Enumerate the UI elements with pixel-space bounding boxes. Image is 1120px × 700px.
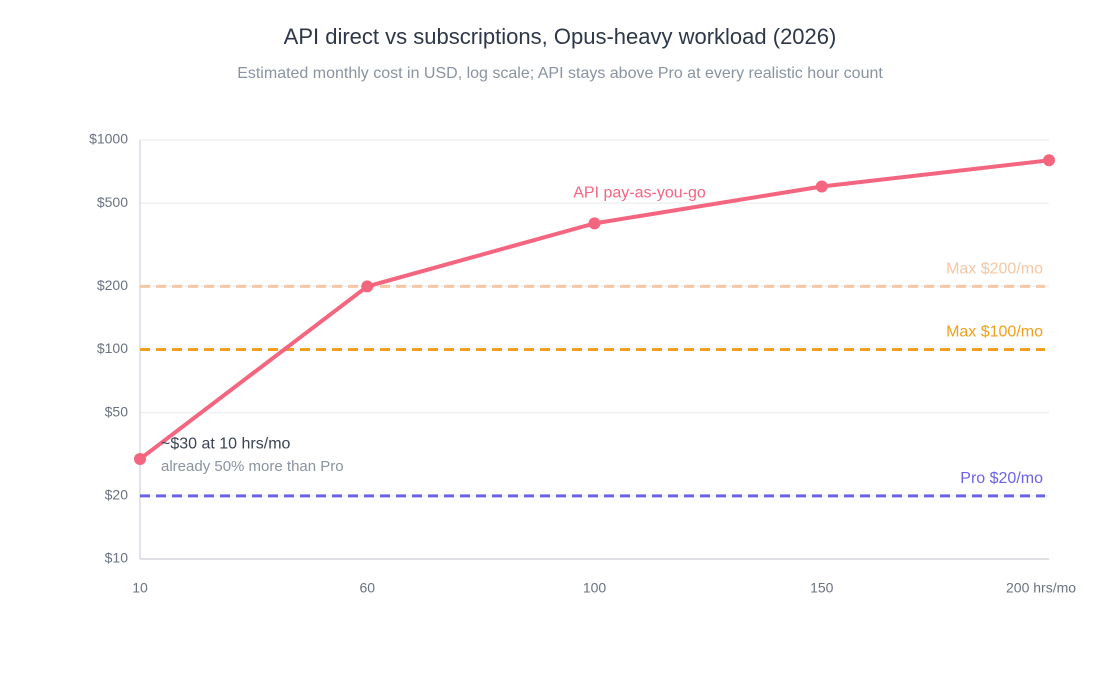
annotation: ~$30 at 10 hrs/mo bbox=[161, 435, 291, 452]
y-tick-label: $20 bbox=[105, 487, 129, 503]
y-tick-label: $1000 bbox=[89, 131, 128, 147]
y-tick-label: $200 bbox=[97, 277, 128, 293]
y-tick-label: $100 bbox=[97, 340, 128, 356]
data-point bbox=[134, 453, 146, 466]
series-label: API pay-as-you-go bbox=[573, 185, 706, 202]
data-point bbox=[588, 217, 601, 230]
x-tick-label: 10 bbox=[132, 580, 148, 596]
annotation: already 50% more than Pro bbox=[161, 458, 344, 475]
reference-label: Max $100/mo bbox=[946, 324, 1043, 341]
x-tick-label: 150 bbox=[810, 580, 834, 596]
x-tick-label: 200 hrs/mo bbox=[1006, 580, 1076, 596]
y-tick-label: $10 bbox=[105, 550, 129, 566]
series-line bbox=[138, 158, 1050, 461]
chart-title: API direct vs subscriptions, Opus-heavy … bbox=[284, 24, 837, 49]
data-point bbox=[815, 180, 828, 193]
chart-subtitle: Estimated monthly cost in USD, log scale… bbox=[237, 65, 883, 82]
x-tick-label: 60 bbox=[359, 580, 375, 596]
reference-label: Max $200/mo bbox=[946, 261, 1043, 278]
y-tick-label: $500 bbox=[97, 194, 128, 210]
y-tick-label: $50 bbox=[105, 403, 129, 419]
data-point bbox=[1043, 154, 1055, 167]
reference-label: Pro $20/mo bbox=[960, 470, 1043, 487]
x-tick-label: 100 bbox=[583, 580, 607, 596]
data-point bbox=[361, 280, 374, 293]
